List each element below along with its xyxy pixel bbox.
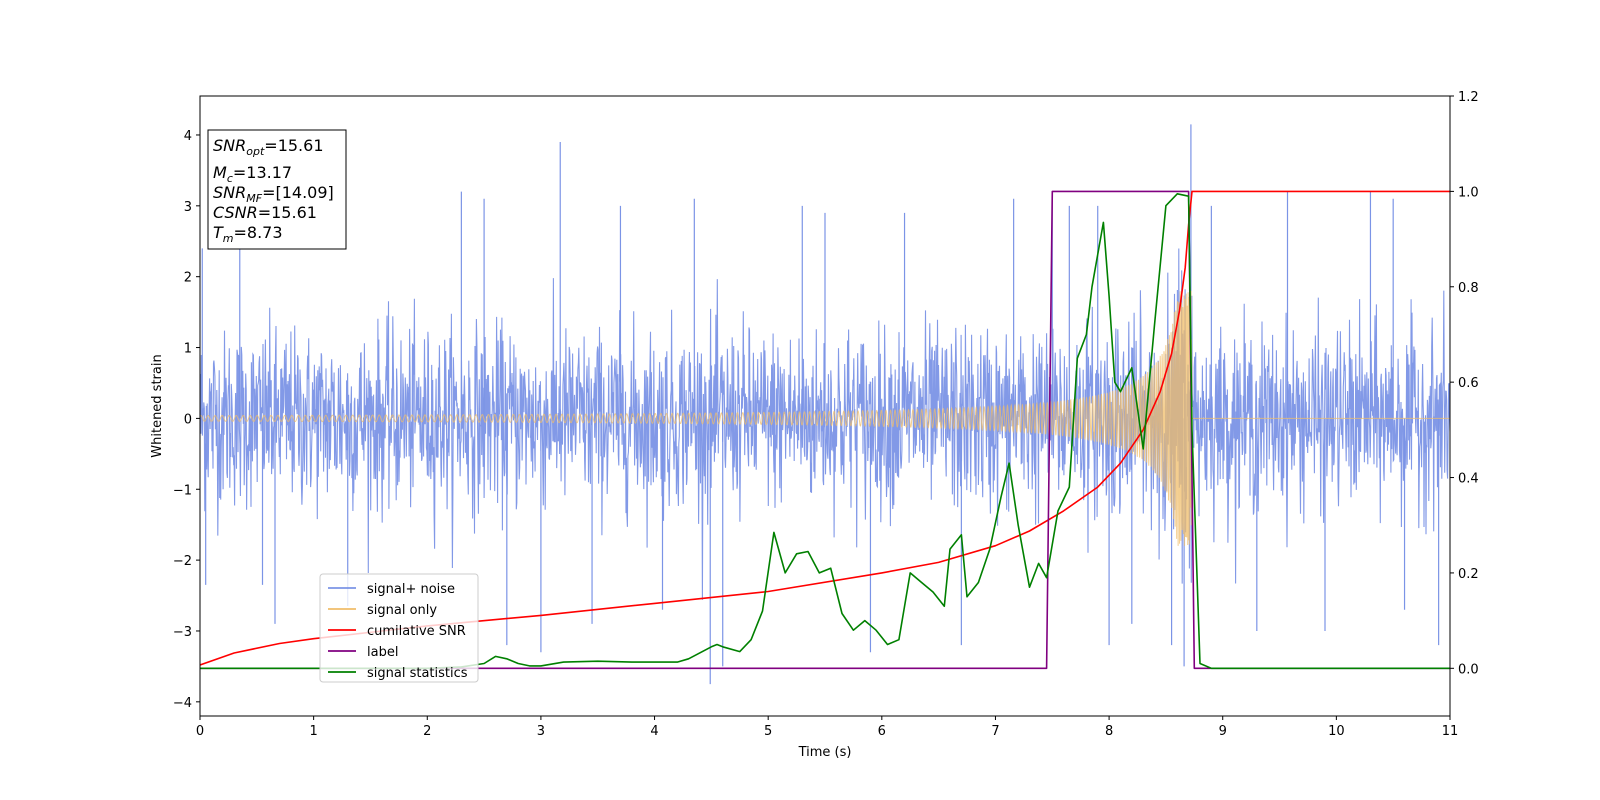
y2-tick-label: 0.6 — [1458, 376, 1479, 391]
x-tick-label: 8 — [1105, 724, 1113, 739]
legend-label: signal statistics — [367, 666, 468, 681]
y-tick-label: 2 — [184, 271, 192, 286]
csnr-text: CSNR=15.61 — [213, 203, 317, 222]
y-tick-label: 4 — [184, 129, 192, 144]
x-tick-label: 1 — [309, 724, 317, 739]
y-tick-label: −2 — [173, 554, 192, 569]
y2-tick-label: 0.4 — [1458, 472, 1479, 487]
y2-tick-label: 1.2 — [1458, 90, 1479, 105]
y-tick-label: 1 — [184, 342, 192, 357]
plot-frame — [199, 95, 1451, 717]
x-tick-label: 11 — [1442, 724, 1459, 739]
legend: signal+ noise signal only cumilative SNR la… — [319, 573, 479, 683]
x-tick-label: 10 — [1328, 724, 1345, 739]
mc-text: Mc=13.17 — [213, 163, 292, 185]
tm-text: Tm=8.73 — [213, 223, 283, 245]
series-line-signal-noise — [200, 248, 1450, 600]
legend-label: label — [367, 645, 398, 660]
x-tick-label: 3 — [537, 724, 545, 739]
parameter-box-frame — [207, 129, 347, 250]
y2-tick-label: 0.8 — [1458, 281, 1479, 296]
snr-opt-text: SNRopt=15.61 — [213, 136, 324, 158]
x-tick-label: 5 — [764, 724, 772, 739]
series-layer — [200, 124, 1450, 685]
snr-mf-text: SNRMF=[14.09] — [213, 183, 334, 205]
y-axis-right: 0.0 0.2 0.4 0.6 0.8 1.0 1.2 — [1450, 90, 1479, 677]
y-axis-left: −4 −3 −2 −1 0 1 2 3 4 — [173, 129, 200, 711]
y2-tick-label: 1.0 — [1458, 185, 1479, 200]
x-tick-label: 0 — [196, 724, 204, 739]
y-axis-label: Whitened strain — [150, 354, 165, 457]
x-tick-label: 9 — [1219, 724, 1227, 739]
y-tick-label: −4 — [173, 696, 192, 711]
y-tick-label: 3 — [184, 200, 192, 215]
y2-tick-label: 0.0 — [1458, 662, 1479, 677]
x-tick-label: 7 — [991, 724, 999, 739]
y-tick-label: −3 — [173, 625, 192, 640]
legend-label: cumilative SNR — [367, 624, 466, 639]
x-tick-label: 6 — [878, 724, 886, 739]
series-line-signal-statistics — [200, 193, 1450, 670]
legend-label: signal+ noise — [367, 582, 455, 597]
parameter-box: SNRopt=15.61 Mc=13.17 SNRMF=[14.09] CSNR… — [207, 129, 347, 250]
legend-label: signal only — [367, 603, 437, 618]
y-tick-label: 0 — [184, 412, 192, 427]
legend-frame — [319, 573, 479, 683]
x-tick-label: 4 — [650, 724, 658, 739]
series-line-signal-only — [200, 290, 1450, 546]
y2-tick-label: 0.2 — [1458, 567, 1479, 582]
x-axis: 0 1 2 3 4 5 6 7 8 9 10 11 — [196, 716, 1458, 739]
x-axis-label: Time (s) — [798, 745, 852, 760]
x-tick-label: 2 — [423, 724, 431, 739]
y-tick-label: −1 — [173, 483, 192, 498]
